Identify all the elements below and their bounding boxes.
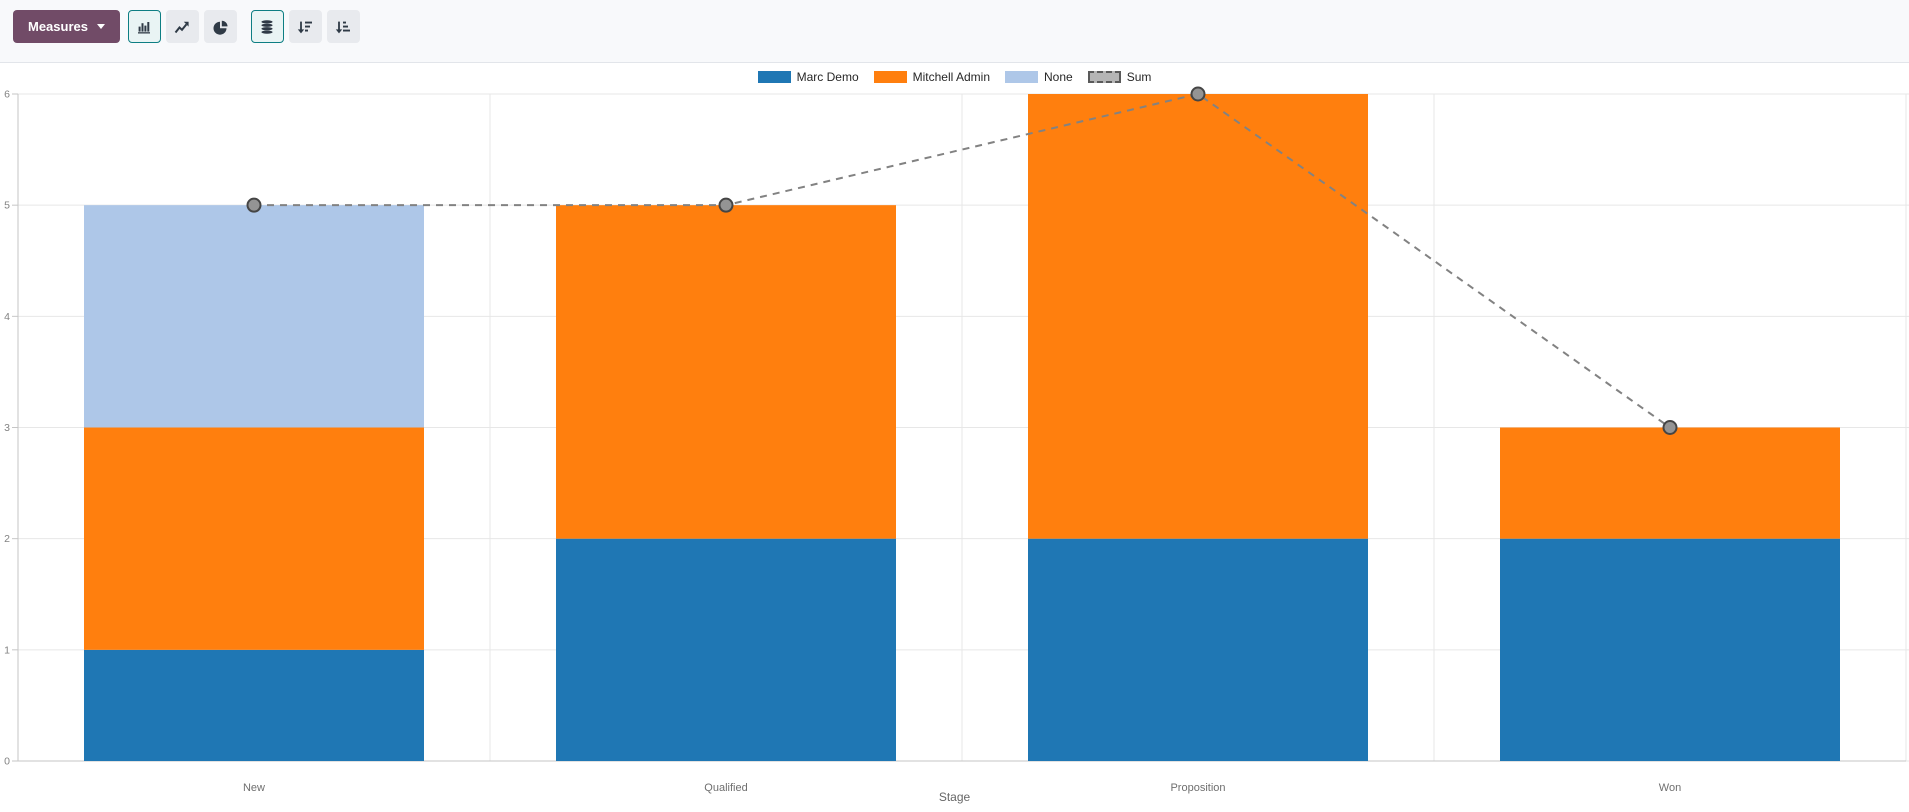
sum-point[interactable]	[1190, 86, 1206, 102]
sort-ascending-icon	[336, 21, 351, 33]
stacked-icon	[261, 19, 274, 34]
bar-segment-mitchell-admin[interactable]	[1500, 427, 1840, 539]
sum-line	[254, 92, 1671, 429]
legend-label: Mitchell Admin	[912, 70, 990, 84]
y-tick-label: 2	[4, 533, 10, 545]
sum-point[interactable]	[246, 197, 262, 213]
bar-segment-marc-demo[interactable]	[1028, 538, 1368, 761]
bar-chart-icon	[138, 21, 151, 33]
bar-segment-marc-demo[interactable]	[1500, 538, 1840, 761]
legend-label: Marc Demo	[796, 70, 859, 84]
x-category-label: Proposition	[1170, 782, 1225, 794]
sort-descending-button[interactable]	[288, 10, 322, 43]
legend-label: Sum	[1126, 70, 1152, 84]
bar-segment-mitchell-admin[interactable]	[556, 205, 896, 539]
pie-chart-button[interactable]	[203, 10, 237, 43]
bar-segment-mitchell-admin[interactable]	[84, 427, 424, 650]
y-tick-label: 5	[4, 200, 10, 212]
sort-descending-icon	[298, 21, 313, 33]
legend-swatch	[873, 71, 907, 83]
legend-item-sum[interactable]: Sum	[1087, 70, 1152, 84]
line-chart-icon	[175, 21, 190, 33]
toolbar: Measures	[0, 0, 1909, 63]
stacked-button[interactable]	[250, 10, 284, 43]
sum-point[interactable]	[718, 197, 734, 213]
pie-chart-icon	[213, 20, 228, 35]
y-tick-label: 4	[4, 311, 10, 323]
x-category-label: Qualified	[704, 782, 747, 794]
legend-item-none[interactable]: None	[1005, 70, 1073, 84]
bar-segment-marc-demo[interactable]	[556, 538, 896, 761]
bar-segment-none[interactable]	[84, 205, 424, 428]
y-tick-label: 0	[4, 756, 10, 768]
sum-point[interactable]	[1662, 420, 1678, 435]
sort-ascending-button[interactable]	[326, 10, 360, 43]
caret-down-icon	[96, 24, 105, 29]
legend-label: None	[1044, 70, 1073, 84]
legend-item-marc-demo[interactable]: Marc Demo	[757, 70, 859, 84]
legend-swatch	[1005, 71, 1038, 83]
chart-legend: Marc Demo Mitchell Admin None Sum	[0, 70, 1909, 84]
x-category-label: New	[243, 782, 265, 794]
measures-button[interactable]: Measures	[13, 10, 120, 43]
line-chart-button[interactable]	[165, 10, 199, 43]
y-tick-label: 1	[4, 644, 10, 656]
stacked-bar-chart: 0 1 2 3 4 5 6 New Qualified Proposition Won	[4, 86, 1909, 794]
y-tick-label: 3	[4, 422, 10, 434]
bar-segment-mitchell-admin[interactable]	[1028, 94, 1368, 539]
legend-swatch	[1087, 71, 1121, 83]
legend-swatch	[757, 71, 791, 83]
x-category-label: Won	[1659, 782, 1681, 794]
chart-area: Marc Demo Mitchell Admin None Sum 0 1 2 3 4 5 6 Ne…	[0, 63, 1909, 811]
y-tick-label: 6	[4, 89, 10, 101]
x-axis-title: Stage	[938, 790, 971, 804]
measures-label: Measures	[28, 19, 88, 34]
bar-chart-button[interactable]	[127, 10, 161, 43]
bar-segment-marc-demo[interactable]	[84, 649, 424, 761]
legend-item-mitchell-admin[interactable]: Mitchell Admin	[873, 70, 990, 84]
